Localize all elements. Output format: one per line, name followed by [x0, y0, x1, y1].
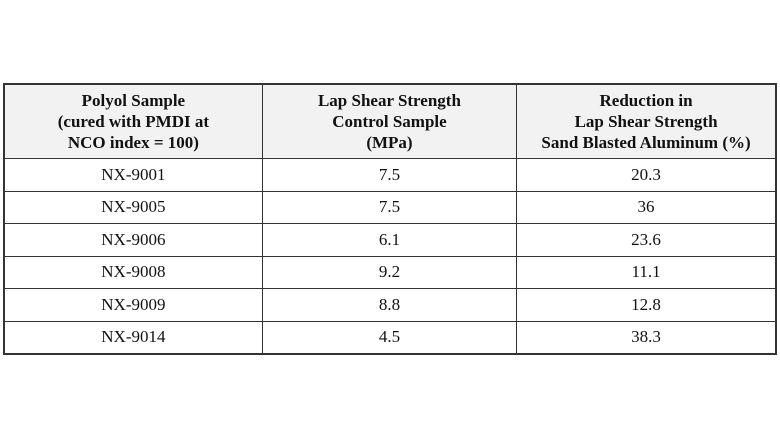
table-row: NX-9006 6.1 23.6: [3, 223, 777, 257]
column-header-line: Sand Blasted Aluminum (%): [541, 133, 751, 152]
table-cell: 11.1: [516, 255, 777, 289]
table-cell: NX-9008: [3, 255, 263, 289]
table-cell: NX-9005: [3, 190, 263, 224]
table-cell: 7.5: [261, 190, 518, 224]
column-header-line: Polyol Sample: [81, 91, 186, 110]
table-cell: NX-9001: [3, 158, 263, 192]
table-row: NX-9009 8.8 12.8: [3, 288, 777, 322]
table-cell: 7.5: [261, 158, 518, 192]
column-header-line: (MPa): [366, 133, 413, 152]
column-header: Polyol Sample (cured with PMDI at NCO inde…: [3, 83, 263, 159]
column-header-line: NCO index = 100): [67, 133, 199, 152]
table-cell: 6.1: [261, 223, 518, 257]
column-header-line: Lap Shear Strength: [317, 91, 461, 110]
column-header-line: (cured with PMDI at: [57, 112, 210, 131]
table-cell: 36: [516, 190, 777, 224]
column-header-line: Reduction in: [599, 91, 693, 110]
table-cell: 4.5: [261, 320, 518, 355]
lap-shear-table: Polyol Sample (cured with PMDI at NCO inde…: [3, 83, 777, 355]
table-cell: 8.8: [261, 288, 518, 322]
table-cell: 23.6: [516, 223, 777, 257]
table-cell: 38.3: [516, 320, 777, 355]
column-header: Reduction in Lap Shear Strength Sand Blast…: [516, 83, 777, 159]
column-header-line: Lap Shear Strength: [574, 112, 718, 131]
table-cell: 12.8: [516, 288, 777, 322]
table-cell: NX-9014: [3, 320, 263, 355]
table-row: NX-9005 7.5 36: [3, 190, 777, 224]
table-body: NX-9001 7.5 20.3 NX-9005 7.5 36 NX-9006 6.1 23.6…: [3, 158, 777, 355]
table-row: NX-9001 7.5 20.3: [3, 158, 777, 192]
column-header-line: Control Sample: [332, 112, 447, 131]
table-cell: NX-9006: [3, 223, 263, 257]
table-row: NX-9014 4.5 38.3: [3, 320, 777, 355]
header-row: Polyol Sample (cured with PMDI at NCO inde…: [3, 83, 777, 159]
table-row: NX-9008 9.2 11.1: [3, 255, 777, 289]
table-cell: NX-9009: [3, 288, 263, 322]
table-cell: 20.3: [516, 158, 777, 192]
column-header: Lap Shear Strength Control Sample (MPa): [261, 83, 518, 159]
table-cell: 9.2: [261, 255, 518, 289]
